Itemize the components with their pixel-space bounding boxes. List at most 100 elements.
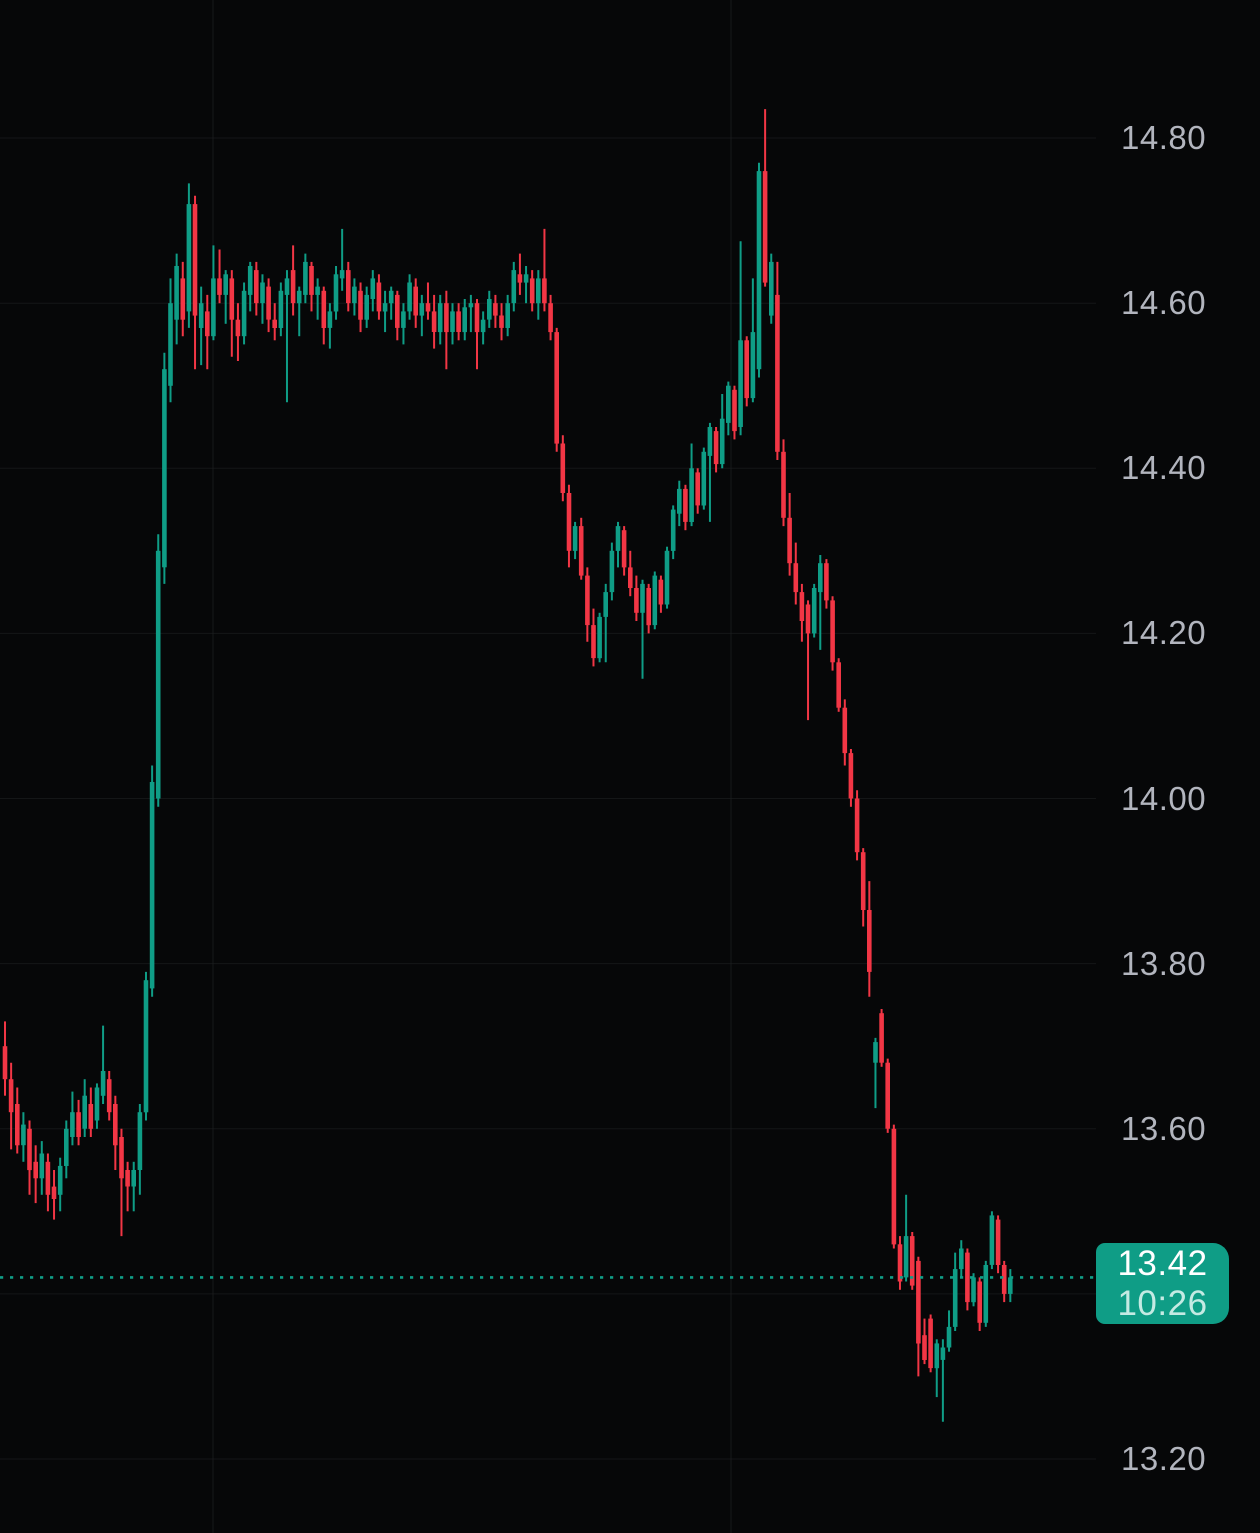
candle-body: [499, 315, 504, 328]
candle-body: [100, 1071, 106, 1096]
candle-body: [88, 1104, 94, 1129]
candle-body: [487, 299, 492, 320]
candle-body: [2, 1046, 8, 1080]
candle-body: [333, 274, 339, 312]
candle-body: [493, 303, 498, 316]
candle-body: [198, 303, 204, 328]
candle-body: [64, 1128, 69, 1166]
candle-body: [818, 563, 823, 593]
candle-body: [554, 332, 559, 444]
candle-body: [278, 290, 284, 328]
candle-body: [591, 625, 596, 659]
candle-body: [94, 1087, 100, 1121]
candle-body: [21, 1124, 26, 1146]
candle-body: [707, 427, 713, 456]
candle-body: [82, 1095, 87, 1129]
candle-body: [897, 1244, 903, 1282]
candle-body: [560, 443, 566, 493]
candle-body: [241, 290, 247, 337]
candle-body: [413, 286, 418, 316]
candle-body: [70, 1112, 75, 1137]
candle-body: [628, 567, 633, 588]
candle-body: [695, 472, 700, 506]
candle-body: [578, 526, 584, 576]
candle-body: [517, 274, 523, 283]
candle-body: [744, 340, 749, 399]
candle-body: [254, 270, 259, 304]
candle-body: [113, 1104, 118, 1146]
candle-body: [186, 204, 192, 312]
candle-body: [229, 278, 235, 320]
candle-body: [450, 311, 455, 332]
candle-body: [480, 319, 486, 333]
candle-body: [940, 1347, 946, 1360]
candle-body: [468, 303, 474, 308]
candle-body: [670, 509, 676, 551]
candle-body: [51, 1186, 57, 1199]
candle-body: [713, 431, 719, 465]
candle-body: [732, 389, 737, 432]
candle-body: [928, 1318, 933, 1369]
candle-body: [634, 588, 639, 613]
candle-body: [664, 550, 670, 605]
candle-body: [885, 1062, 890, 1129]
candle-body: [566, 493, 572, 551]
candle-body: [775, 294, 780, 452]
candle-body: [235, 319, 241, 337]
candle-body: [419, 303, 425, 316]
candle-body: [658, 579, 664, 605]
candle-body: [585, 575, 590, 626]
bar-countdown-label: 10:26: [1117, 1284, 1208, 1323]
candle-body: [922, 1335, 927, 1360]
candle-body: [811, 588, 817, 634]
candle-body: [364, 294, 369, 320]
candle-body: [382, 303, 388, 312]
candle-body: [168, 303, 173, 386]
candle-body: [462, 307, 467, 333]
candle-body: [971, 1277, 976, 1303]
candle-body: [321, 290, 327, 328]
candle-body: [395, 294, 400, 328]
candle-body: [572, 526, 578, 551]
candle-body: [903, 1236, 909, 1278]
candle-body: [977, 1281, 982, 1323]
candle-body: [511, 270, 517, 304]
candle-body: [437, 303, 443, 333]
candle-body: [352, 286, 357, 304]
candle-body: [174, 266, 179, 320]
candle-body: [701, 451, 707, 506]
candle-body: [260, 282, 265, 304]
candle-body: [793, 563, 799, 593]
candle-body: [952, 1269, 958, 1327]
candle-body: [370, 278, 376, 299]
candle-body: [738, 340, 743, 427]
candle-body: [683, 488, 688, 522]
candle-body: [205, 311, 210, 337]
candle-body: [315, 286, 320, 295]
candle-body: [750, 332, 756, 399]
candle-body: [143, 980, 149, 1113]
candle-body: [1008, 1277, 1013, 1294]
candle-body: [119, 1137, 124, 1179]
candle-body: [909, 1236, 915, 1286]
candle-body: [529, 278, 535, 304]
candle-body: [284, 278, 290, 295]
candle-body: [781, 451, 786, 518]
candle-body: [266, 286, 271, 320]
candle-body: [542, 278, 547, 304]
candle-body: [474, 303, 480, 333]
candle-body: [131, 1170, 136, 1187]
candle-body: [848, 753, 854, 799]
candle-body: [8, 1079, 14, 1113]
candle-body: [431, 311, 437, 332]
candle-body: [719, 418, 725, 465]
candle-body: [309, 266, 314, 295]
candle-body: [548, 303, 553, 333]
candle-body: [303, 261, 308, 295]
candle-body: [155, 550, 161, 799]
candle-body: [27, 1128, 32, 1171]
candle-body: [621, 530, 627, 568]
candle-body: [346, 270, 351, 304]
